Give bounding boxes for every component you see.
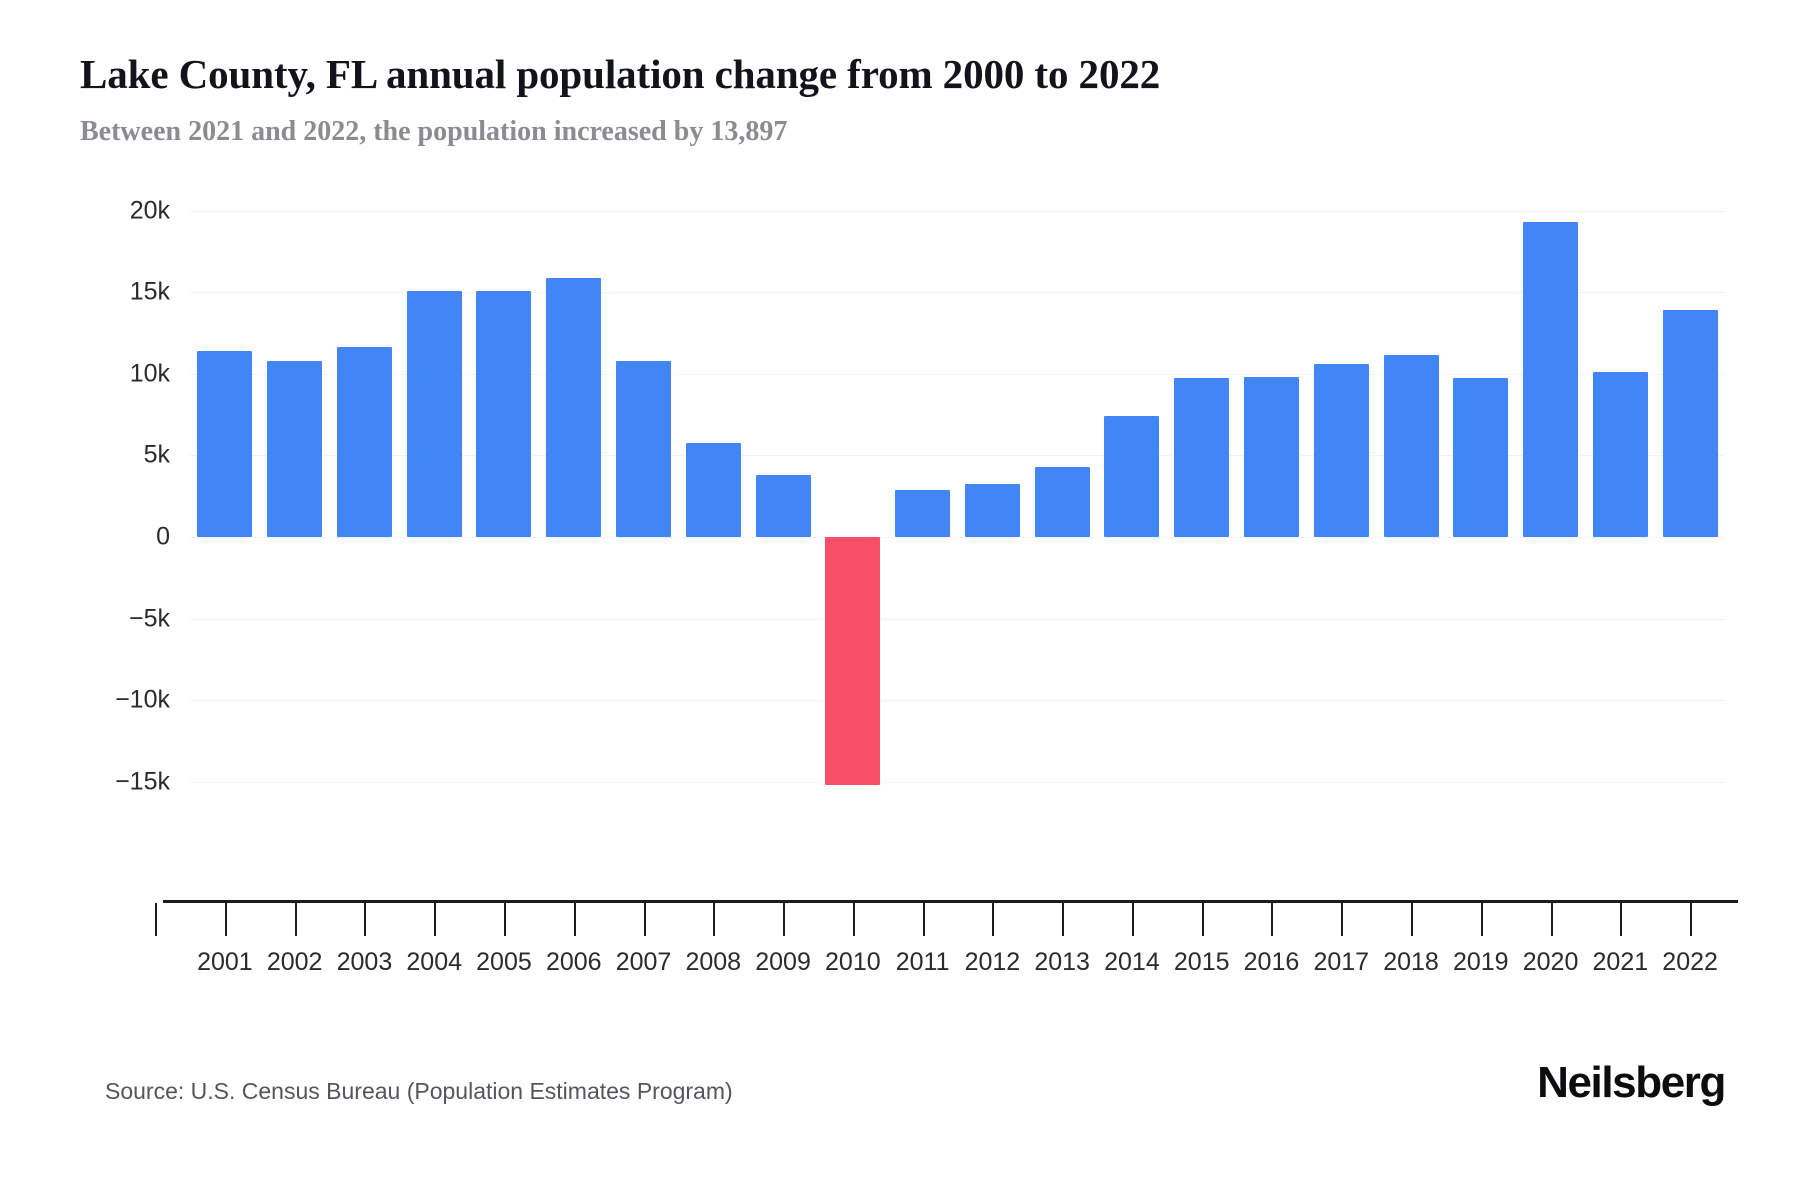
bar-2006[interactable] (546, 277, 602, 537)
x-axis-tick (713, 903, 716, 936)
gridline (190, 537, 1725, 538)
x-axis-tick-label: 2018 (1383, 948, 1439, 976)
chart-subtitle: Between 2021 and 2022, the population in… (80, 115, 788, 147)
gridline (190, 210, 1725, 212)
y-axis-tick-label: −5k (128, 604, 170, 633)
x-axis-tick-label: 2003 (336, 948, 393, 976)
x-axis-tick-label: 2011 (895, 948, 950, 976)
bar-2014[interactable] (1104, 416, 1160, 537)
bar-2003[interactable] (336, 346, 392, 537)
page-title: Lake County, FL annual population change… (80, 51, 1161, 97)
x-axis-tick-label: 2016 (1243, 948, 1300, 976)
x-axis-tick-label: 2015 (1173, 948, 1230, 976)
x-axis-tick-label: 2006 (545, 948, 602, 976)
bar-2008[interactable] (685, 443, 741, 537)
chart-header: Lake County, FL annual population change… (80, 51, 1740, 148)
source-note: Source: U.S. Census Bureau (Population E… (105, 1078, 733, 1104)
x-axis-tick (1620, 903, 1623, 936)
x-axis-tick-label: 2012 (964, 948, 1021, 976)
x-axis-tick (1131, 903, 1134, 936)
x-axis-tick (434, 903, 437, 936)
y-axis-tick-label: 15k (129, 277, 170, 306)
x-axis-tick (155, 903, 158, 936)
x-axis-tick (922, 903, 925, 936)
x-axis-tick (1550, 903, 1553, 936)
x-axis-tick (1480, 903, 1483, 936)
bar-2016[interactable] (1243, 377, 1299, 537)
brand-logo: Neilsberg (1537, 1058, 1726, 1107)
x-axis-tick-label: 2002 (266, 948, 323, 976)
x-axis-tick-label: 2019 (1452, 948, 1509, 976)
bar-2015[interactable] (1174, 377, 1230, 537)
x-axis-tick (1271, 903, 1274, 936)
x-axis-tick-label: 2017 (1313, 948, 1370, 976)
bar-2018[interactable] (1383, 355, 1439, 537)
bar-2013[interactable] (1034, 466, 1090, 537)
x-axis-tick-label: 2021 (1592, 948, 1649, 976)
bar-2007[interactable] (616, 360, 672, 537)
x-axis-tick-label: 2007 (615, 948, 672, 976)
x-axis-tick (364, 903, 367, 936)
gridline (190, 618, 1725, 620)
x-axis-tick-label: 2020 (1522, 948, 1579, 976)
y-axis-tick-label: 20k (129, 196, 170, 225)
x-axis-tick (852, 903, 855, 936)
gridline (190, 455, 1725, 457)
y-axis-tick-label: 10k (129, 359, 170, 388)
x-axis-tick (1201, 903, 1204, 936)
x-axis-tick (1341, 903, 1344, 936)
x-axis-tick (573, 903, 576, 936)
bar-2001[interactable] (197, 350, 253, 537)
x-axis-tick-label: 2014 (1104, 948, 1160, 976)
y-axis-tick-label: 5k (143, 440, 170, 469)
y-axis-tick-label: 0 (156, 522, 170, 551)
x-axis-tick (503, 903, 506, 936)
x-axis-tick (783, 903, 786, 936)
bar-2019[interactable] (1453, 377, 1509, 537)
x-axis-tick-label: 2013 (1034, 948, 1090, 976)
x-axis-tick-label: 2022 (1662, 948, 1718, 976)
bar-2011[interactable] (895, 490, 951, 537)
x-axis-tick (643, 903, 646, 936)
gridline (190, 700, 1725, 702)
bar-2005[interactable] (476, 291, 532, 537)
bar-2020[interactable] (1523, 222, 1579, 537)
x-axis-line (163, 900, 1738, 903)
bars-group (190, 0, 1725, 1200)
x-axis-tick (1690, 903, 1693, 936)
bar-2017[interactable] (1313, 364, 1369, 537)
x-axis-tick (224, 903, 227, 936)
x-axis-tick-label: 2001 (197, 948, 253, 976)
x-axis-tick-label: 2008 (685, 948, 742, 976)
x-axis-tick (1062, 903, 1065, 936)
gridline (190, 373, 1725, 375)
bar-2012[interactable] (964, 483, 1020, 537)
y-axis-tick-label: −15k (115, 767, 170, 796)
bar-2004[interactable] (406, 291, 462, 537)
bar-2009[interactable] (755, 474, 811, 537)
x-axis-tick-label: 2004 (406, 948, 463, 976)
gridline (190, 781, 1725, 783)
bar-2010[interactable] (825, 537, 881, 786)
y-axis-tick-label: −10k (115, 685, 170, 714)
bar-2021[interactable] (1592, 372, 1648, 537)
bar-2002[interactable] (267, 360, 323, 537)
x-axis-tick (294, 903, 297, 936)
x-axis-tick-label: 2010 (825, 948, 881, 976)
x-axis-tick (992, 903, 995, 936)
x-axis-tick (1411, 903, 1414, 936)
x-axis-tick-label: 2005 (476, 948, 532, 976)
bar-2022[interactable] (1662, 310, 1718, 537)
gridline (190, 292, 1725, 294)
x-axis-tick-label: 2009 (755, 948, 811, 976)
